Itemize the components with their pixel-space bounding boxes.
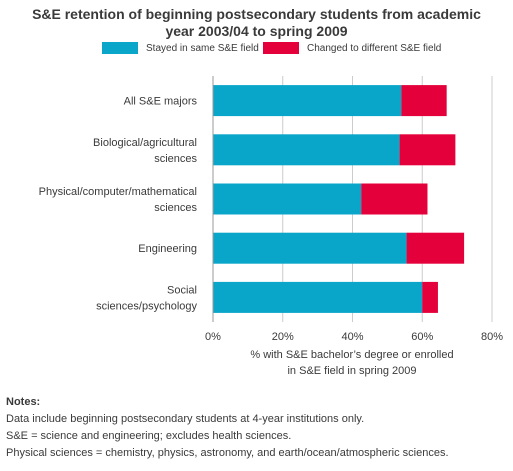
- x-tick-label: 60%: [411, 331, 433, 343]
- legend-swatch-changed: [263, 42, 299, 54]
- notes-heading: Notes:: [6, 396, 41, 408]
- category-label: Social: [167, 284, 197, 296]
- legend-label-changed: Changed to different S&E field: [307, 42, 442, 54]
- bar-stayed: [213, 85, 402, 117]
- bar-changed: [361, 183, 428, 215]
- x-tick-label: 80%: [481, 331, 503, 343]
- bar-changed: [401, 85, 447, 117]
- bar-stayed: [213, 281, 423, 313]
- category-label: All S&E majors: [124, 96, 198, 108]
- category-label: sciences: [154, 153, 197, 165]
- x-tick-label: 0%: [205, 331, 221, 343]
- x-tick-label: 20%: [272, 331, 294, 343]
- notes-line: Physical sciences = chemistry, physics, …: [6, 447, 449, 459]
- bar-changed: [399, 134, 456, 166]
- chart-title-line-1: S&E retention of beginning postsecondary…: [32, 6, 481, 22]
- bar-stayed: [213, 134, 400, 166]
- legend-label-stayed: Stayed in same S&E field: [146, 42, 259, 54]
- bar-stayed: [213, 183, 362, 215]
- legend: Stayed in same S&E field Changed to diff…: [0, 42, 513, 56]
- chart-plot: All S&E majors Biological/agricultural sci…: [39, 76, 503, 377]
- bar-changed: [422, 281, 438, 313]
- notes-line: S&E = science and engineering; excludes …: [6, 430, 292, 442]
- x-axis-label: % with S&E bachelor’s degree or enrolled: [250, 349, 453, 361]
- x-tick-label: 40%: [341, 331, 363, 343]
- category-label: Physical/computer/mathematical: [39, 186, 197, 198]
- category-label: Engineering: [138, 243, 197, 255]
- chart-title: S&E retention of beginning postsecondary…: [0, 6, 513, 40]
- legend-item-stayed: Stayed in same S&E field: [102, 42, 259, 54]
- category-label: sciences/psychology: [96, 300, 197, 312]
- bar-stayed: [213, 232, 407, 264]
- notes-line: Data include beginning postsecondary stu…: [6, 413, 365, 425]
- chart-title-line-2: year 2003/04 to spring 2009: [165, 23, 348, 39]
- legend-item-changed: Changed to different S&E field: [263, 42, 441, 54]
- bar-changed: [406, 232, 465, 264]
- category-label: sciences: [154, 202, 197, 214]
- category-label: Biological/agricultural: [93, 137, 197, 149]
- notes: Notes: Data include beginning postsecond…: [6, 394, 449, 462]
- legend-swatch-stayed: [102, 42, 138, 54]
- x-axis-label: in S&E field in spring 2009: [287, 365, 416, 377]
